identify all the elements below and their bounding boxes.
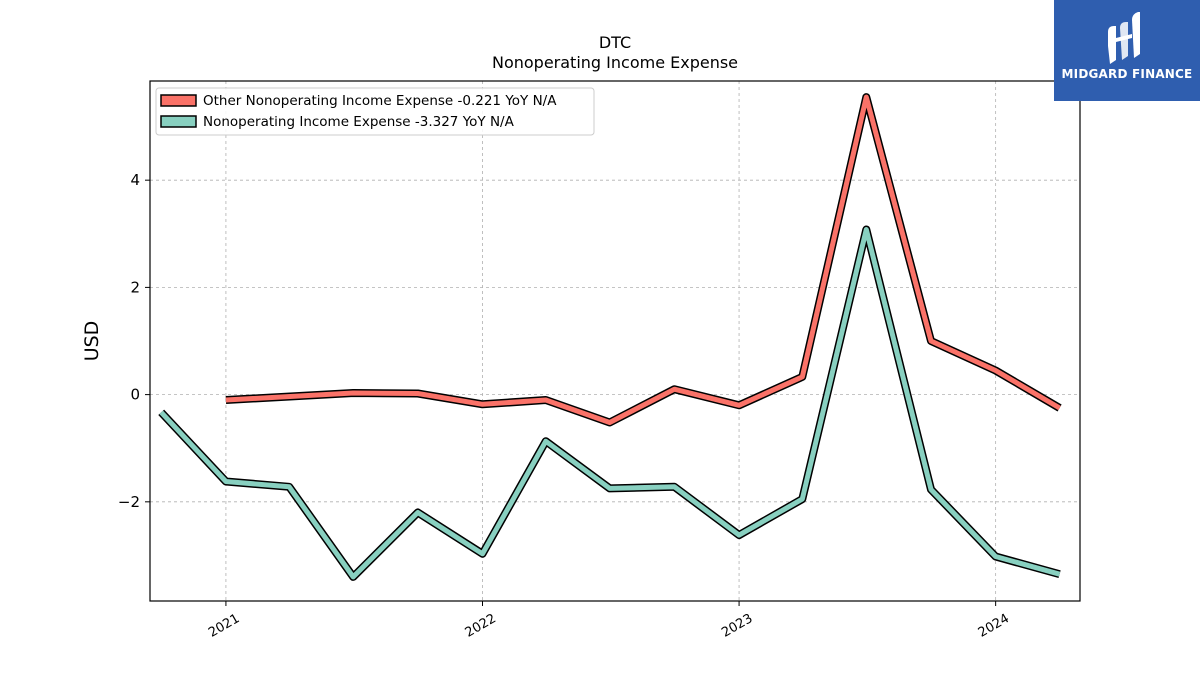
y-tick-label: 4 bbox=[130, 171, 140, 189]
x-tick-label: 2024 bbox=[976, 611, 1012, 641]
y-tick-label: 2 bbox=[130, 278, 140, 296]
y-tick-label: −2 bbox=[118, 493, 140, 511]
series-outline-1 bbox=[158, 225, 1061, 581]
grid bbox=[150, 81, 1080, 601]
chart-subtitle: Nonoperating Income Expense bbox=[492, 53, 738, 72]
y-tick-label: 0 bbox=[130, 386, 140, 404]
y-axis-ticks: 4 2 0 −2 bbox=[118, 171, 150, 511]
x-tick-label: 2021 bbox=[206, 611, 242, 641]
chart-title: DTC bbox=[599, 33, 631, 52]
legend-swatch-other-nonoperating bbox=[160, 94, 197, 107]
plot-frame bbox=[149, 80, 1081, 602]
midgard-finance-logo: MIDGARD FINANCE bbox=[1054, 0, 1200, 101]
series-outline-0 bbox=[225, 93, 1062, 427]
y-axis-label: USD bbox=[81, 321, 103, 362]
x-tick-label: 2022 bbox=[463, 611, 499, 641]
legend-swatch-nonoperating bbox=[160, 115, 197, 128]
midgard-logo-mark-icon bbox=[1108, 12, 1140, 64]
series-line-0 bbox=[225, 94, 1061, 425]
legend: Other Nonoperating Income Expense -0.221… bbox=[155, 87, 595, 136]
legend-label-nonoperating: Nonoperating Income Expense -3.327 YoY N… bbox=[203, 114, 515, 130]
logo-text: MIDGARD FINANCE bbox=[1061, 67, 1193, 81]
legend-label-other-nonoperating: Other Nonoperating Income Expense -0.221… bbox=[203, 93, 557, 109]
x-axis-ticks: 2021 2022 2023 2024 bbox=[206, 601, 1012, 641]
legend-box bbox=[155, 87, 595, 136]
x-tick-label: 2023 bbox=[719, 611, 755, 641]
series-line-1 bbox=[159, 227, 1061, 580]
series-lines bbox=[158, 93, 1062, 581]
